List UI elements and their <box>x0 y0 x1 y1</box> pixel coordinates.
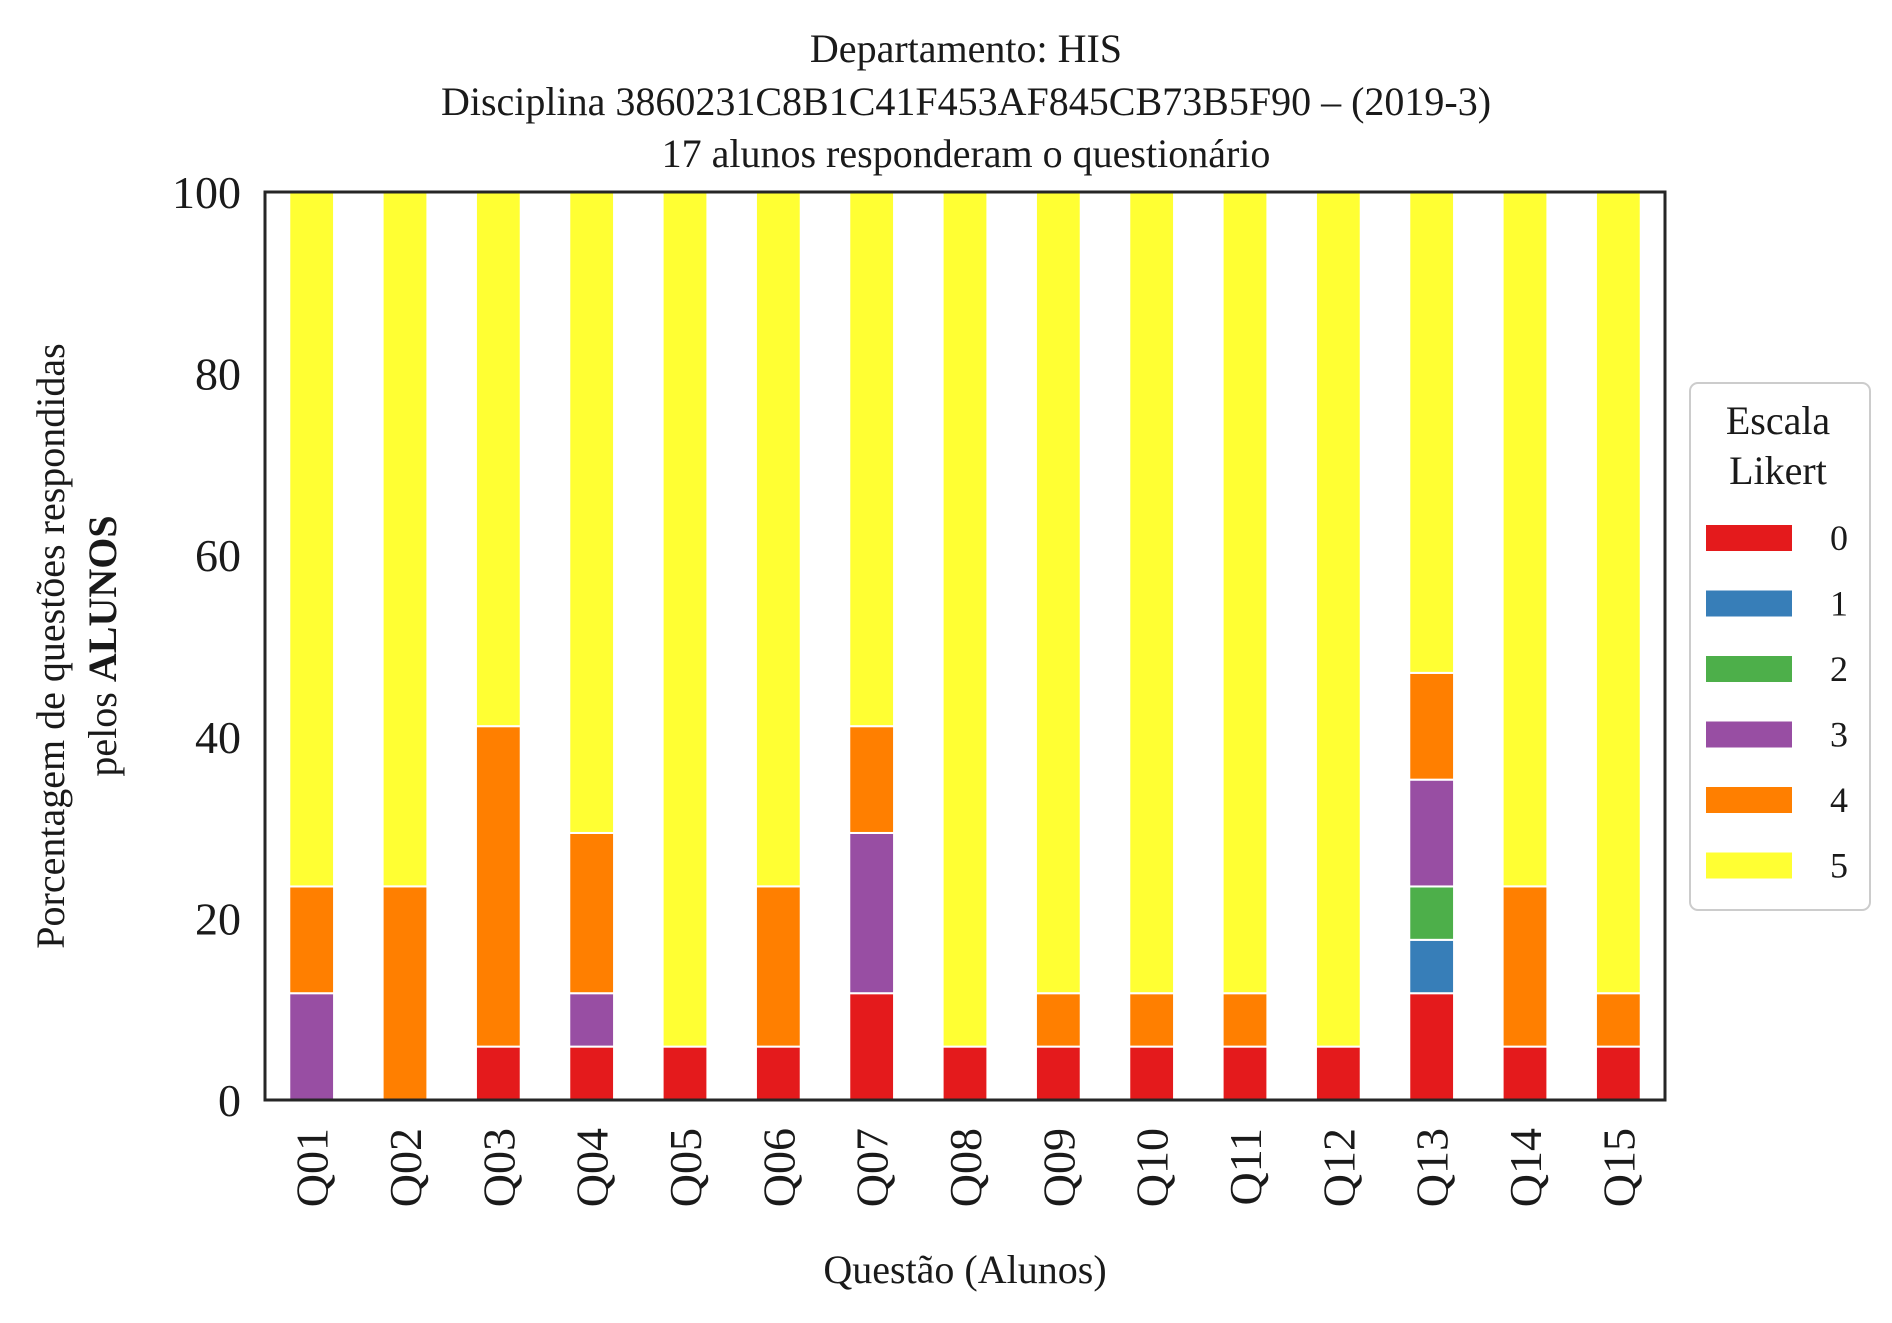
x-tick-label: Q14 <box>1500 1128 1551 1207</box>
bar-Q06-level-0 <box>754 1045 802 1102</box>
legend-label-0: 0 <box>1830 518 1848 558</box>
y-tick-label: 100 <box>172 167 241 218</box>
legend-label-1: 1 <box>1830 584 1848 624</box>
y-tick-label: 0 <box>218 1075 241 1126</box>
bar-Q02-level-4 <box>381 885 429 1101</box>
bar-Q15-level-5 <box>1594 191 1642 995</box>
bar-Q03-level-5 <box>474 191 522 728</box>
legend-label-4: 4 <box>1830 780 1848 820</box>
bar-Q06-level-4 <box>754 885 802 1048</box>
x-tick-label: Q01 <box>287 1128 338 1207</box>
legend-items: 0 1 2 3 4 5 <box>1706 518 1848 886</box>
x-tick-label: Q09 <box>1033 1128 1084 1207</box>
bar-Q04-level-4 <box>568 831 616 995</box>
x-tick-label: Q13 <box>1407 1128 1458 1207</box>
plot-frame <box>263 190 1667 1102</box>
bar-Q13-level-5 <box>1408 191 1456 674</box>
legend-swatch-2 <box>1706 656 1792 682</box>
title-line-1: Departamento: HIS <box>810 26 1122 71</box>
y-tick-label: 40 <box>195 712 241 763</box>
chart-title: Departamento: HIS Disciplina 3860231C8B1… <box>441 26 1491 176</box>
bar-Q10-level-0 <box>1128 1045 1176 1102</box>
bar-Q01-level-5 <box>288 191 336 888</box>
legend: Escala Likert 0 1 2 3 4 5 <box>1689 382 1871 911</box>
bar-Q11-level-4 <box>1221 992 1269 1048</box>
bar-Q10-level-5 <box>1128 191 1176 995</box>
bar-Q09-level-4 <box>1034 992 1082 1048</box>
x-tick-label: Q11 <box>1220 1128 1271 1206</box>
y-tick-label: 20 <box>195 893 241 944</box>
legend-frame <box>1689 382 1871 911</box>
y-tick-label: 80 <box>195 349 241 400</box>
legend-swatch-3 <box>1706 721 1792 748</box>
title-line-2: Disciplina 3860231C8B1C41F453AF845CB73B5… <box>441 79 1491 124</box>
legend-title-line-1: Escala <box>1726 398 1831 443</box>
bar-Q14-level-0 <box>1501 1045 1549 1102</box>
x-tick-label: Q07 <box>847 1128 898 1207</box>
x-tick-label: Q15 <box>1593 1128 1644 1207</box>
x-axis-label: Questão (Alunos) <box>823 1247 1106 1292</box>
y-tick-label: 60 <box>195 530 241 581</box>
bar-Q09-level-5 <box>1034 191 1082 995</box>
bar-Q04-level-5 <box>568 191 616 834</box>
bar-Q13-level-4 <box>1408 671 1456 781</box>
x-tick-label: Q10 <box>1127 1128 1178 1207</box>
bar-Q06-level-5 <box>754 191 802 888</box>
bar-Q10-level-4 <box>1128 992 1176 1048</box>
x-tick-label: Q03 <box>473 1128 524 1207</box>
bar-Q05-level-5 <box>661 191 709 1048</box>
title-line-3: 17 alunos responderam o questionário <box>662 131 1271 176</box>
bar-Q08-level-5 <box>941 191 989 1048</box>
legend-swatch-4 <box>1706 787 1792 813</box>
bar-Q07-level-5 <box>848 191 896 728</box>
y-axis-label-bold: ALUNOS <box>80 515 125 682</box>
x-tick-label: Q02 <box>380 1128 431 1207</box>
bar-Q07-level-0 <box>848 992 896 1101</box>
bar-Q01-level-4 <box>288 885 336 995</box>
legend-label-3: 3 <box>1830 715 1848 755</box>
bar-Q13-level-2 <box>1408 885 1456 941</box>
bar-Q07-level-4 <box>848 725 896 834</box>
bar-Q09-level-0 <box>1034 1045 1082 1102</box>
y-axis-ticks: 0 20 40 60 80 100 <box>172 167 241 1126</box>
x-tick-label: Q05 <box>660 1128 711 1207</box>
bar-Q03-level-0 <box>474 1045 522 1102</box>
bar-Q02-level-5 <box>381 191 429 888</box>
y-axis-label-line-2: pelos ALUNOS <box>80 515 125 776</box>
x-axis-ticks: Q01 Q02 Q03 Q04 Q05 Q06 Q07 Q08 Q09 Q10 Q11 Q12 Q13 Q… <box>287 1128 1645 1207</box>
x-tick-label: Q04 <box>567 1128 618 1207</box>
legend-label-2: 2 <box>1830 649 1848 689</box>
bar-Q11-level-0 <box>1221 1045 1269 1102</box>
bar-Q12-level-5 <box>1314 191 1362 1048</box>
bar-Q01-level-3 <box>288 992 336 1101</box>
legend-title-line-2: Likert <box>1729 448 1827 493</box>
bar-Q15-level-0 <box>1594 1045 1642 1102</box>
legend-label-5: 5 <box>1830 846 1848 886</box>
bar-Q04-level-0 <box>568 1045 616 1102</box>
bar-Q13-level-3 <box>1408 778 1456 888</box>
bar-Q13-level-1 <box>1408 938 1456 995</box>
y-axis-label: Porcentagem de questões respondidas pelo… <box>28 343 125 948</box>
bar-Q15-level-4 <box>1594 992 1642 1048</box>
bar-Q11-level-5 <box>1221 191 1269 995</box>
bar-Q07-level-3 <box>848 831 896 995</box>
y-axis-label-prefix: pelos <box>80 682 125 776</box>
y-axis-label-line-1: Porcentagem de questões respondidas <box>28 343 73 948</box>
bar-Q13-level-0 <box>1408 992 1456 1101</box>
x-tick-label: Q08 <box>940 1128 991 1207</box>
x-tick-label: Q12 <box>1313 1128 1364 1207</box>
bar-Q12-level-0 <box>1314 1045 1362 1102</box>
bar-Q14-level-4 <box>1501 885 1549 1048</box>
bar-Q05-level-0 <box>661 1045 709 1102</box>
bar-Q04-level-3 <box>568 992 616 1048</box>
bar-Q03-level-4 <box>474 725 522 1048</box>
bars-layer <box>288 191 1642 1102</box>
bar-Q14-level-5 <box>1501 191 1549 888</box>
legend-swatch-1 <box>1706 590 1792 617</box>
legend-swatch-0 <box>1706 525 1792 551</box>
bar-Q08-level-0 <box>941 1045 989 1102</box>
legend-swatch-5 <box>1706 852 1792 879</box>
x-tick-label: Q06 <box>753 1128 804 1207</box>
